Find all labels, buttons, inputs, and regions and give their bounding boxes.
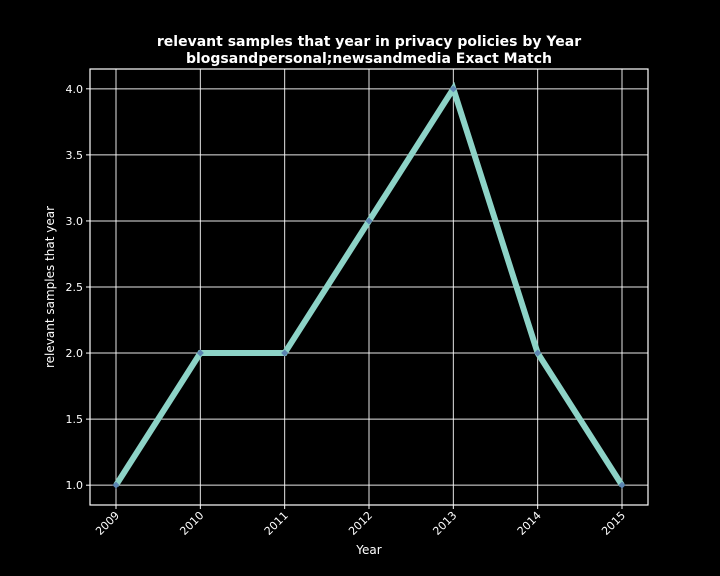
chart-title-line-1: relevant samples that year in privacy po… <box>157 34 581 50</box>
data-point <box>449 85 457 93</box>
chart-title: relevant samples that year in privacy po… <box>157 34 581 67</box>
y-tick-label: 1.0 <box>66 479 84 492</box>
y-tick-label: 2.0 <box>66 347 84 360</box>
y-axis-label: relevant samples that year <box>43 206 57 368</box>
grid <box>90 69 648 505</box>
x-tick-label: 2013 <box>430 509 459 538</box>
x-axis-ticks: 2009 2010 2011 2012 2013 2014 2015 <box>93 505 628 538</box>
x-tick-label: 2015 <box>599 509 628 538</box>
data-point <box>196 349 204 357</box>
data-point <box>112 481 120 489</box>
x-tick-label: 2014 <box>515 509 544 538</box>
x-tick-label: 2010 <box>177 509 206 538</box>
data-point <box>618 481 626 489</box>
x-axis-label: Year <box>355 543 381 557</box>
y-tick-label: 2.5 <box>66 281 84 294</box>
data-point <box>281 349 289 357</box>
y-tick-label: 4.0 <box>66 83 84 96</box>
series-layer <box>112 81 626 489</box>
data-point <box>534 349 542 357</box>
y-tick-label: 3.5 <box>66 149 84 162</box>
x-tick-label: 2009 <box>93 509 122 538</box>
chart-title-line-2: blogsandpersonal;newsandmedia Exact Matc… <box>186 51 552 67</box>
plot-frame <box>89 68 649 506</box>
x-tick-label: 2011 <box>262 509 291 538</box>
x-tick-label: 2012 <box>346 509 375 538</box>
y-axis-ticks: 1.0 1.5 2.0 2.5 3.0 3.5 4.0 <box>66 83 90 492</box>
data-point <box>365 217 373 225</box>
y-tick-label: 1.5 <box>66 413 84 426</box>
y-tick-label: 3.0 <box>66 215 84 228</box>
